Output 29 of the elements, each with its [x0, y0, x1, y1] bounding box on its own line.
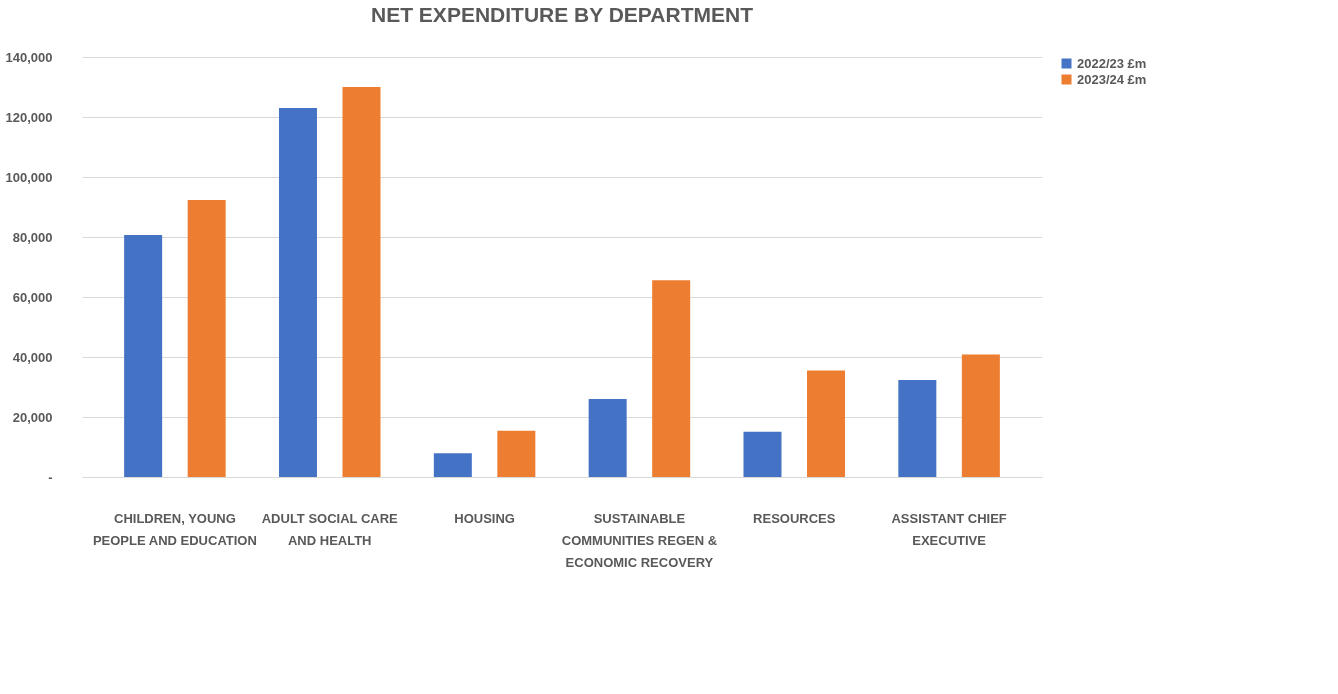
- bar: [898, 380, 937, 477]
- y-tick-label: -: [48, 469, 53, 485]
- x-tick-label: HOUSING: [454, 510, 515, 526]
- bar: [433, 453, 472, 477]
- y-tick-label: 100,000: [5, 169, 53, 185]
- y-tick-label: 40,000: [12, 349, 53, 365]
- y-tick-label: 80,000: [12, 229, 53, 245]
- x-tick-label: CHILDREN, YOUNG PEOPLE AND EDUCATION: [92, 510, 257, 548]
- y-tick-label: 20,000: [12, 409, 53, 425]
- bar: [652, 280, 691, 477]
- bar: [278, 108, 317, 477]
- y-tick-label: 60,000: [12, 289, 53, 305]
- bar: [342, 87, 381, 477]
- bar: [187, 200, 226, 477]
- x-tick-label: SUSTAINABLE COMMUNITIES REGEN & ECONOMIC RECOVERY: [561, 510, 718, 570]
- bar: [961, 354, 1000, 477]
- legend-label: 2022/23 £m: [1077, 55, 1147, 71]
- bar: [497, 430, 536, 477]
- y-tick-label: 120,000: [5, 109, 53, 125]
- chart-title: NET EXPENDITURE BY DEPARTMENT: [371, 3, 754, 26]
- x-tick-label: ASSISTANT CHIEF EXECUTIVE: [891, 510, 1007, 548]
- legend-label: 2023/24 £m: [1077, 71, 1147, 87]
- bar: [588, 399, 627, 477]
- y-tick-label: 140,000: [5, 49, 53, 65]
- bar: [124, 234, 163, 477]
- x-tick-label: RESOURCES: [753, 510, 836, 526]
- bar: [743, 431, 782, 477]
- bar: [807, 370, 846, 477]
- x-tick-label: ADULT SOCIAL CARE AND HEALTH: [261, 510, 399, 548]
